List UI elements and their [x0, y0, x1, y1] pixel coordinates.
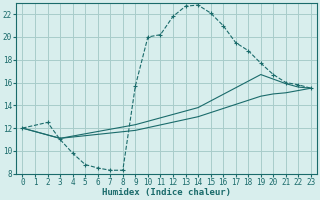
X-axis label: Humidex (Indice chaleur): Humidex (Indice chaleur) — [102, 188, 231, 197]
